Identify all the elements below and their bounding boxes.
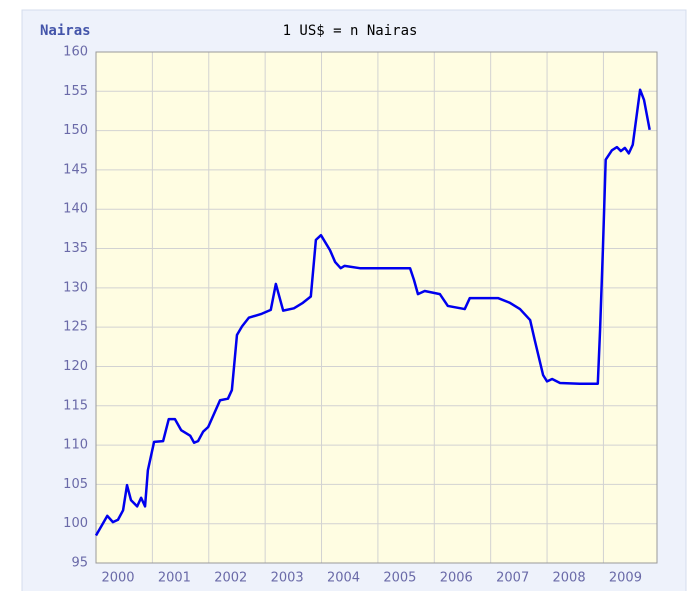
y-tick-label: 130: [63, 280, 88, 295]
y-tick-label: 105: [63, 477, 88, 492]
x-tick-label: 2004: [327, 571, 360, 586]
data-line: [94, 88, 651, 537]
y-tick-label: 155: [63, 84, 88, 99]
y-tick-label: 115: [63, 398, 88, 413]
y-tick-label: 135: [63, 241, 88, 256]
y-tick-label: 120: [63, 359, 88, 374]
x-tick-label: 2002: [214, 571, 247, 586]
x-tick-label: 2009: [609, 571, 642, 586]
x-tick-label: 2000: [101, 571, 134, 586]
y-tick-label: 145: [63, 162, 88, 177]
y-tick-label: 125: [63, 320, 88, 335]
x-tick-label: 2008: [553, 571, 586, 586]
y-tick-label: 110: [63, 438, 88, 453]
y-tick-label: 100: [63, 516, 88, 531]
x-tick-label: 2006: [440, 571, 473, 586]
chart-title: 1 US$ = n Nairas: [283, 23, 418, 39]
plot-border: [95, 51, 658, 564]
plot-area: [96, 52, 657, 563]
y-tick-label: 150: [63, 123, 88, 138]
x-tick-label: 2001: [158, 571, 191, 586]
x-tick-label: 2007: [496, 571, 529, 586]
y-tick-label: 160: [63, 45, 88, 60]
y-tick-label: 95: [71, 556, 88, 571]
y-axis-label: Nairas: [40, 23, 91, 39]
x-tick-label: 2003: [271, 571, 304, 586]
y-tick-label: 140: [63, 202, 88, 217]
x-tick-label: 2005: [383, 571, 416, 586]
